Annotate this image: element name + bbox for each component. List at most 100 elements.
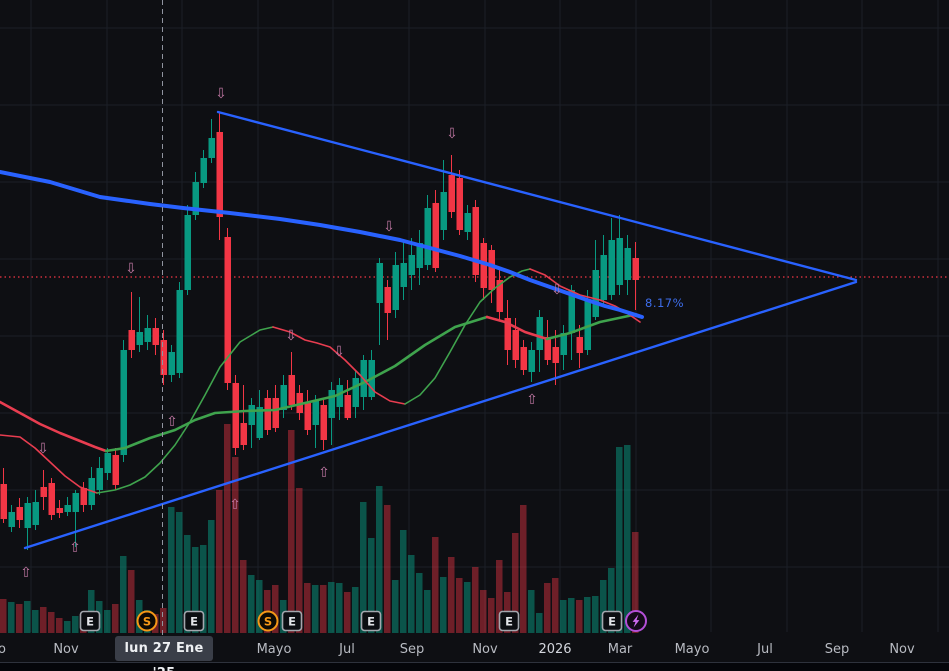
candle-body: [472, 207, 479, 275]
earnings-marker[interactable]: E: [601, 610, 623, 632]
candle: [304, 390, 311, 435]
volume-bar: [32, 610, 39, 633]
volume-bar: [312, 585, 319, 633]
earnings-marker[interactable]: E: [183, 610, 205, 632]
candle-body: [184, 215, 191, 290]
candle-body: [400, 263, 407, 287]
candle-body: [448, 175, 455, 212]
x-axis-label: Mar: [608, 642, 633, 657]
ma-slow-segment: [104, 315, 489, 453]
ma-blue-line: [0, 170, 644, 319]
candle-body: [8, 512, 15, 527]
trendline-percent-label: 8.17%: [645, 296, 685, 310]
candle: [136, 297, 143, 352]
earnings-marker[interactable]: E: [498, 610, 520, 632]
triangle-upper-trendline[interactable]: [216, 110, 858, 282]
volume-bar: [296, 488, 303, 633]
arrow-up-icon: ⇧: [318, 465, 330, 481]
candle: [392, 252, 399, 318]
earnings-badge-box: [281, 610, 303, 632]
volume-bar: [320, 585, 327, 633]
split-marker[interactable]: S: [136, 610, 158, 632]
x-axis-label: Nov: [889, 642, 915, 657]
candle: [104, 448, 111, 480]
candle: [592, 240, 599, 320]
arrow-down-icon: ⇩: [125, 261, 137, 277]
candle-body: [320, 405, 327, 440]
candle: [608, 218, 615, 300]
candle-body: [216, 132, 223, 217]
earnings-badge-letter: E: [367, 615, 375, 629]
candle: [440, 160, 447, 240]
earnings-marker[interactable]: E: [281, 610, 303, 632]
candle: [536, 310, 543, 372]
candle-body: [160, 340, 167, 375]
candle-body: [144, 328, 151, 342]
candle: [560, 325, 567, 370]
candle: [568, 285, 575, 360]
lightning-bolt-icon: [632, 614, 640, 628]
volume-bar: [608, 568, 615, 633]
candle: [632, 242, 639, 310]
volume-bar: [528, 590, 535, 633]
volume-bar: [40, 607, 47, 633]
crosshair-date-tooltip: lun 27 Ene '25: [115, 636, 213, 671]
candle: [64, 497, 71, 516]
candle: [32, 490, 39, 530]
candle: [624, 235, 631, 295]
candle: [472, 200, 479, 282]
volume-bar: [576, 600, 583, 633]
earnings-marker[interactable]: E: [360, 610, 382, 632]
candle-body: [232, 383, 239, 448]
candle-body: [256, 407, 263, 438]
candle-body: [152, 328, 159, 345]
candle: [552, 330, 559, 385]
candle-body: [136, 332, 143, 345]
candle-body: [528, 350, 535, 372]
candle-body: [192, 182, 199, 215]
candle-body: [72, 493, 79, 512]
triangle-lower-trendline[interactable]: [23, 280, 858, 550]
candle-body: [104, 453, 111, 473]
volume-bar: [568, 598, 575, 633]
earnings-badge-box: [601, 610, 623, 632]
candle-body: [264, 398, 271, 430]
volume-bar: [272, 585, 279, 633]
candle: [464, 205, 471, 240]
time-axis[interactable]: o Nov Mayo Jul Sep Nov 2026 Mar Mayo Jul Sep Nov: [0, 642, 915, 657]
candle-body: [0, 484, 7, 519]
x-axis-label: Jul: [756, 642, 773, 657]
candle: [344, 380, 351, 420]
ma-slow-segment: [485, 315, 549, 341]
x-axis-label: Jul: [338, 642, 355, 657]
earnings-marker[interactable]: E: [79, 610, 101, 632]
volume-bar: [16, 604, 23, 633]
arrow-up-icon: ⇧: [526, 392, 538, 408]
candle: [208, 119, 215, 163]
candle-body: [336, 385, 343, 407]
split-badge-circle: [136, 610, 158, 632]
candle-body: [424, 208, 431, 265]
power-marker[interactable]: [625, 610, 647, 632]
candle: [8, 505, 15, 532]
ma-fast-segment: [0, 434, 98, 494]
volume-bar: [544, 583, 551, 633]
candle-body: [272, 398, 279, 428]
arrow-down-icon: ⇩: [333, 344, 345, 360]
candle: [144, 315, 151, 350]
candle: [0, 468, 7, 523]
volume-bar: [416, 573, 423, 633]
volume-bar: [240, 560, 247, 633]
volume-bar: [424, 590, 431, 633]
candle-body: [552, 347, 559, 363]
x-axis-label: 2026: [538, 642, 571, 657]
arrow-down-icon: ⇩: [446, 126, 458, 142]
volume-bar: [168, 507, 175, 633]
split-marker[interactable]: S: [257, 610, 279, 632]
arrow-down-icon: ⇩: [551, 282, 563, 298]
volume-bar: [336, 583, 343, 633]
candle-body: [80, 488, 87, 505]
volume-bar: [376, 486, 383, 633]
